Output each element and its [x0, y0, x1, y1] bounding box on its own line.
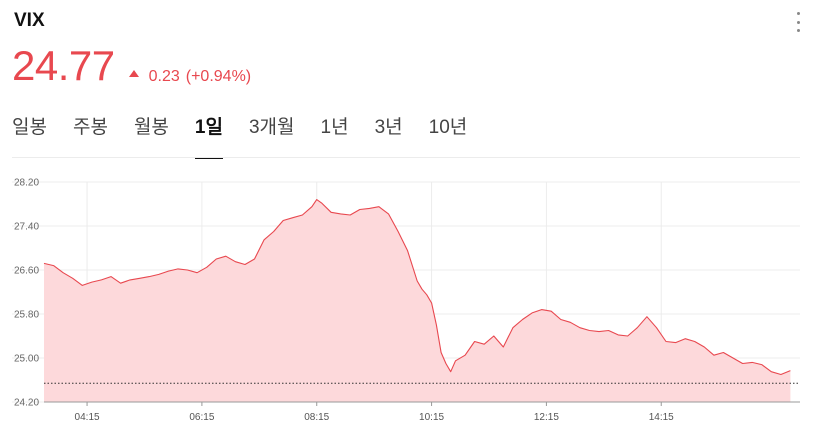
x-tick-label: 04:15 — [75, 412, 100, 423]
x-tick-label: 14:15 — [649, 412, 674, 423]
tab-1-day[interactable]: 1일 — [194, 112, 224, 159]
tab-weekly-candle[interactable]: 주봉 — [72, 117, 108, 138]
vertical-ellipsis-icon[interactable] — [792, 12, 804, 32]
y-tick-label: 27.40 — [14, 222, 39, 233]
y-tick-label: 24.20 — [14, 398, 39, 409]
price-row: 24.77 0.23 (+0.94%) — [12, 42, 251, 90]
ticker-symbol: VIX — [14, 10, 45, 31]
change-percent: (+0.94%) — [185, 67, 252, 85]
x-tick-label: 10:15 — [419, 412, 444, 423]
tab-monthly-candle[interactable]: 월봉 — [133, 117, 169, 138]
current-price: 24.77 — [12, 42, 115, 89]
intraday-chart[interactable]: 28.20 27.40 26.60 25.80 25.00 24.20 04:15 06:15… — [0, 170, 814, 425]
tab-10-years[interactable]: 10년 — [428, 117, 468, 138]
y-tick-label: 25.00 — [14, 354, 39, 365]
y-tick-label: 26.60 — [14, 266, 39, 277]
change-value: 0.23 — [148, 67, 180, 85]
x-tick-label: 06:15 — [189, 412, 214, 423]
tab-3-months[interactable]: 3개월 — [248, 117, 295, 138]
period-tabs: 일봉 주봉 월봉 1일 3개월 1년 3년 10년 — [12, 112, 493, 159]
up-triangle-icon — [128, 70, 139, 77]
price-area — [44, 199, 791, 402]
y-tick-label: 25.80 — [14, 310, 39, 321]
y-tick-label: 28.20 — [14, 178, 39, 189]
x-tick-label: 12:15 — [534, 412, 559, 423]
x-tick-label: 08:15 — [304, 412, 329, 423]
tab-daily-candle[interactable]: 일봉 — [12, 117, 47, 138]
price-line — [43, 199, 791, 376]
tabs-divider — [12, 157, 800, 158]
tab-3-years[interactable]: 3년 — [374, 117, 403, 138]
tab-1-year[interactable]: 1년 — [320, 117, 349, 138]
price-change: 0.23 (+0.94%) — [128, 67, 252, 86]
